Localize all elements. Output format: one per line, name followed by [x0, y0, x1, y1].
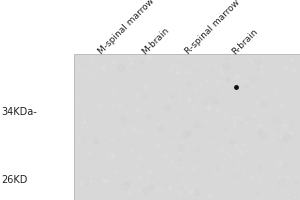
- Text: 26KD: 26KD: [2, 175, 28, 185]
- Text: R-spinal marrow: R-spinal marrow: [184, 0, 242, 56]
- Text: R-brain: R-brain: [231, 27, 260, 56]
- Text: 34KDa-: 34KDa-: [2, 107, 37, 117]
- Bar: [74, 54, 300, 200]
- Text: M-spinal marrow: M-spinal marrow: [97, 0, 157, 56]
- Text: M-brain: M-brain: [141, 25, 171, 56]
